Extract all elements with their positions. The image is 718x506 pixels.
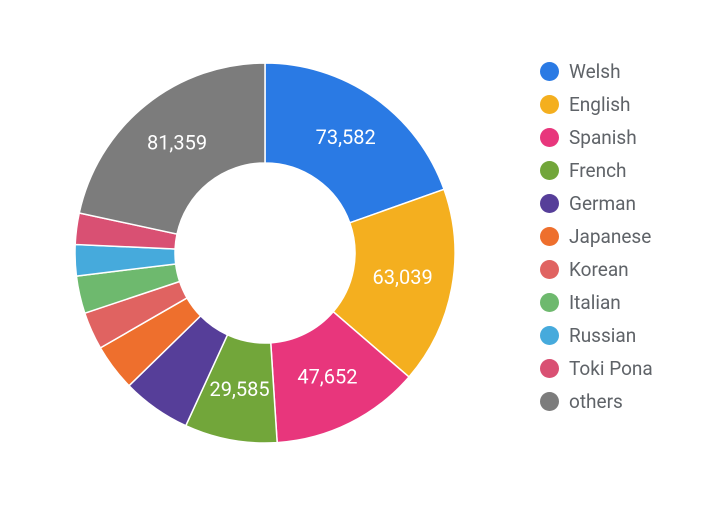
legend-item-italian[interactable]: Italian	[540, 293, 653, 312]
legend-swatch	[540, 194, 559, 213]
legend-item-welsh[interactable]: Welsh	[540, 62, 653, 81]
legend-item-english[interactable]: English	[540, 95, 653, 114]
legend-item-spanish[interactable]: Spanish	[540, 128, 653, 147]
legend-label: English	[569, 95, 630, 114]
legend-label: German	[569, 194, 636, 213]
legend-swatch	[540, 326, 559, 345]
slice-label: 73,582	[316, 125, 376, 149]
slice-label: 29,585	[209, 377, 269, 401]
legend-swatch	[540, 359, 559, 378]
legend-item-korean[interactable]: Korean	[540, 260, 653, 279]
legend-label: Russian	[569, 326, 636, 345]
legend-swatch	[540, 260, 559, 279]
legend-label: Korean	[569, 260, 629, 279]
legend-swatch	[540, 128, 559, 147]
slice-label: 47,652	[297, 365, 357, 389]
legend-item-german[interactable]: German	[540, 194, 653, 213]
slice-label: 81,359	[147, 130, 207, 154]
legend-swatch	[540, 62, 559, 81]
legend-swatch	[540, 95, 559, 114]
donut-chart: 73,582 63,039 47,652 29,585 81,359	[30, 30, 500, 480]
legend-swatch	[540, 227, 559, 246]
legend: Welsh English Spanish French German Japa…	[540, 62, 653, 411]
legend-label: Japanese	[569, 227, 651, 246]
slice-label: 63,039	[373, 265, 433, 289]
legend-label: French	[569, 161, 627, 180]
legend-swatch	[540, 161, 559, 180]
legend-item-japanese[interactable]: Japanese	[540, 227, 653, 246]
legend-swatch	[540, 392, 559, 411]
legend-label: Spanish	[569, 128, 637, 147]
legend-item-french[interactable]: French	[540, 161, 653, 180]
legend-label: Toki Pona	[569, 359, 653, 378]
donut-chart-container: 73,582 63,039 47,652 29,585 81,359 Welsh Eng…	[0, 0, 718, 506]
legend-item-russian[interactable]: Russian	[540, 326, 653, 345]
legend-label: Italian	[569, 293, 621, 312]
legend-item-others[interactable]: others	[540, 392, 653, 411]
legend-swatch	[540, 293, 559, 312]
legend-label: Welsh	[569, 62, 621, 81]
legend-label: others	[569, 392, 623, 411]
legend-item-toki-pona[interactable]: Toki Pona	[540, 359, 653, 378]
